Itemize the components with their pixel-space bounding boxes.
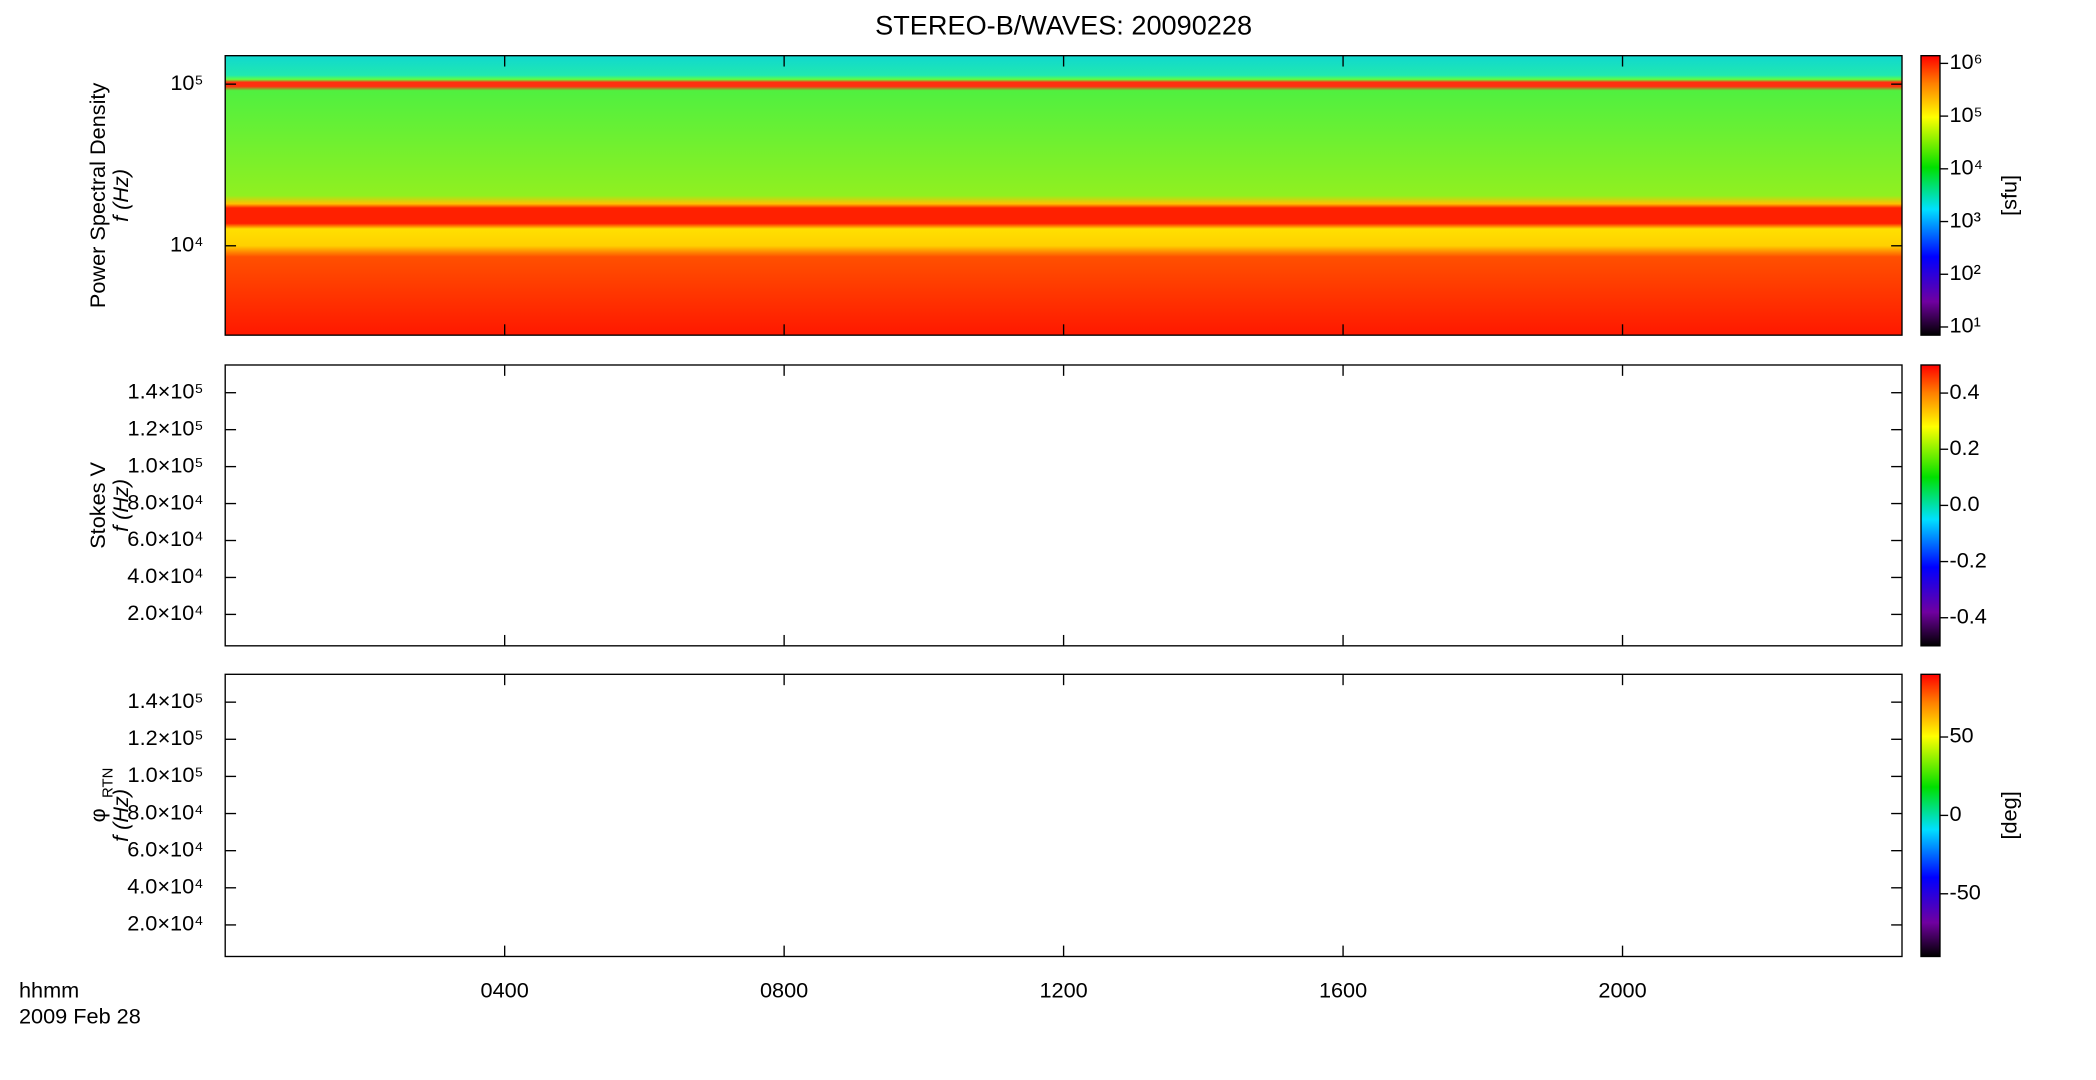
date-label: 2009 Feb 28	[19, 1003, 141, 1028]
y-tick-label: 4.0×10⁴	[127, 563, 203, 588]
colorbar-tick-label: 0	[1949, 801, 1961, 826]
colorbar-tick-label: -0.2	[1949, 547, 1986, 572]
colorbar-tick-label: 10⁶	[1949, 49, 1982, 74]
y-tick-label: 1.0×10⁵	[128, 452, 204, 477]
y-tick-label: 6.0×10⁴	[127, 836, 203, 861]
plot-frame	[224, 364, 1903, 647]
colorbar-tick-label: 0.0	[1949, 491, 1979, 516]
y-tick-label: 1.2×10⁵	[128, 725, 204, 750]
y-tick-label: 6.0×10⁴	[127, 526, 203, 551]
colorbar-tick-label: 10²	[1949, 260, 1980, 285]
colorbar-tick-label: -0.4	[1949, 603, 1986, 628]
colorbar-label: [deg]	[1996, 791, 2021, 839]
colorbar-tick-label: -50	[1949, 880, 1980, 905]
plot-frame	[224, 673, 1903, 958]
y-tick-label: 1.4×10⁵	[128, 378, 204, 403]
y-tick-label: 10⁵	[170, 70, 203, 95]
y-axis-label: φ	[85, 808, 110, 822]
colorbar-tick-label: 10⁴	[1949, 155, 1982, 180]
colorbar-tick-label: 10⁵	[1949, 102, 1982, 127]
y-tick-label: 1.4×10⁵	[128, 688, 204, 713]
x-tick-label: 1200	[1039, 977, 1087, 1002]
y-axis-label: Stokes V	[85, 461, 110, 548]
colorbar	[1920, 673, 1941, 958]
y-tick-label: 2.0×10⁴	[127, 911, 203, 936]
colorbar	[1920, 364, 1941, 647]
colorbar-tick-label: 10³	[1949, 207, 1980, 232]
y-tick-label: 4.0×10⁴	[127, 874, 203, 899]
y-tick-label: 1.2×10⁵	[128, 415, 204, 440]
y-tick-label: 2.0×10⁴	[127, 600, 203, 625]
y-axis-label-sub: RTN	[99, 768, 116, 798]
x-tick-label: 0400	[481, 977, 529, 1002]
y-tick-label: 8.0×10⁴	[127, 799, 203, 824]
y-axis-label: f (Hz)	[108, 169, 133, 222]
x-tick-label: 1600	[1319, 977, 1367, 1002]
colorbar-label: [sfu]	[1996, 175, 2021, 216]
colorbar-tick-label: 0.2	[1949, 435, 1979, 460]
colorbar-tick-label: 0.4	[1949, 379, 1979, 404]
x-tick-label: 2000	[1598, 977, 1646, 1002]
x-tick-label: 0800	[760, 977, 808, 1002]
y-tick-label: 1.0×10⁵	[128, 762, 204, 787]
colorbar-tick-label: 10¹	[1949, 313, 1980, 338]
chart-title: STEREO-B/WAVES: 20090228	[875, 9, 1252, 40]
y-axis-label: f (Hz)	[108, 789, 133, 842]
y-tick-label: 8.0×10⁴	[127, 489, 203, 514]
y-axis-label: f (Hz)	[108, 479, 133, 532]
spectrogram	[225, 55, 1903, 336]
y-tick-label: 10⁴	[170, 232, 203, 257]
colorbar-tick-label: 50	[1949, 723, 1973, 748]
y-axis-label: Power Spectral Density	[85, 83, 110, 309]
colorbar	[1920, 55, 1941, 336]
x-axis-label: hhmm	[19, 977, 79, 1002]
